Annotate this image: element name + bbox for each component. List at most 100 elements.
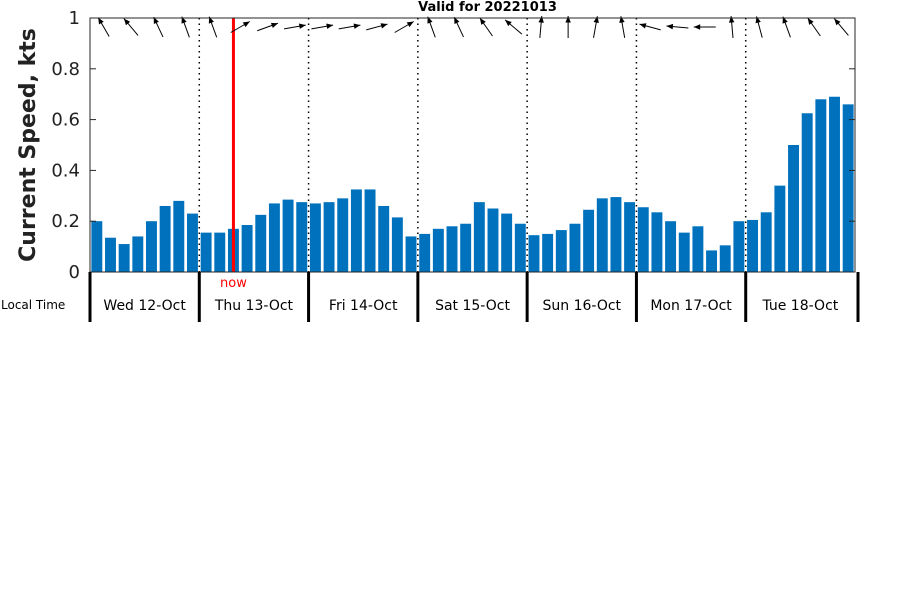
bar-29	[487, 208, 499, 272]
bar-8	[200, 232, 212, 272]
bar-51	[788, 145, 799, 272]
bar-15	[296, 202, 308, 272]
bar-3	[132, 236, 144, 272]
now-marker: now	[220, 18, 247, 291]
direction-arrow-16	[538, 15, 544, 39]
bar-20	[364, 189, 376, 272]
bars	[91, 96, 854, 273]
direction-arrow-26	[807, 17, 821, 37]
day-label-3: Sat 15-Oct	[435, 298, 510, 314]
direction-arrow-1	[123, 18, 139, 36]
direction-arrow-27	[833, 18, 849, 36]
day-label-5: Mon 17-Oct	[650, 298, 732, 314]
direction-arrow-8	[311, 23, 334, 30]
direction-arrow-2	[153, 16, 164, 38]
bar-23	[405, 236, 417, 272]
bar-52	[801, 113, 813, 272]
bar-42	[665, 221, 677, 272]
direction-arrow-0	[97, 17, 110, 37]
bar-4	[146, 221, 157, 272]
day-label-2: Fri 14-Oct	[329, 298, 398, 314]
direction-arrows	[97, 15, 849, 39]
y-tick-label-5: 1	[69, 8, 80, 29]
day-label-4: Sun 16-Oct	[543, 298, 622, 314]
bar-47	[733, 221, 745, 272]
direction-arrow-12	[427, 16, 436, 38]
bar-37	[596, 198, 608, 272]
bar-5	[159, 205, 171, 272]
day-label-1: Thu 13-Oct	[214, 298, 294, 314]
bar-6	[173, 200, 185, 272]
bar-45	[706, 250, 718, 272]
y-tick-label-0: 0	[69, 262, 80, 283]
bar-9	[214, 232, 226, 272]
direction-arrow-15	[504, 19, 523, 35]
bar-30	[501, 213, 513, 272]
bar-17	[323, 202, 335, 272]
direction-arrow-7	[283, 23, 306, 30]
direction-arrow-6	[257, 22, 279, 32]
bar-12	[255, 214, 267, 272]
bar-0	[91, 221, 103, 272]
y-tick-label-4: 0.8	[51, 59, 80, 80]
now-label: now	[220, 276, 247, 291]
plot-area	[89, 17, 856, 273]
local-time-label: Local Time	[1, 298, 65, 312]
bar-21	[378, 205, 390, 272]
bar-26	[446, 226, 458, 272]
direction-arrow-3	[181, 16, 190, 38]
bar-49	[760, 212, 772, 272]
day-separators	[198, 18, 747, 272]
y-tick-label-3: 0.6	[51, 110, 80, 131]
bar-40	[637, 207, 649, 272]
bar-7	[186, 213, 198, 272]
direction-arrow-5	[230, 21, 251, 33]
direction-arrow-11	[394, 21, 414, 33]
direction-arrow-20	[639, 23, 661, 31]
direction-arrow-18	[593, 16, 599, 38]
bar-35	[569, 223, 581, 272]
bar-53	[815, 99, 827, 272]
bar-24	[419, 233, 431, 272]
direction-arrow-10	[366, 23, 388, 31]
bar-46	[719, 245, 731, 272]
bar-36	[583, 209, 595, 272]
bar-14	[282, 199, 294, 272]
direction-arrow-14	[479, 17, 493, 37]
bar-16	[309, 203, 321, 272]
bar-32	[528, 235, 540, 272]
bar-55	[842, 104, 854, 272]
bar-41	[651, 212, 663, 272]
chart-title: Valid for 20221013	[418, 0, 557, 15]
y-tick-label-1: 0.2	[51, 211, 80, 232]
direction-arrow-9	[338, 23, 361, 30]
bar-22	[391, 217, 403, 272]
direction-arrow-19	[619, 16, 626, 38]
bar-25	[432, 228, 444, 272]
bar-38	[610, 197, 622, 272]
bar-11	[241, 225, 253, 272]
bar-27	[460, 223, 472, 272]
bar-13	[268, 203, 280, 272]
direction-arrow-13	[453, 16, 464, 38]
bar-1	[105, 237, 116, 272]
direction-arrow-23	[728, 15, 735, 39]
bar-31	[514, 223, 526, 272]
direction-arrow-17	[565, 16, 571, 38]
bar-48	[747, 219, 759, 272]
direction-arrow-25	[782, 16, 791, 38]
day-axis: Wed 12-Oct Thu 13-Oct Fri 14-Oct Sat 15-Oct…	[88, 272, 860, 322]
y-axis: 0 0.2 0.4 0.6 0.8 1	[51, 8, 855, 283]
direction-arrow-24	[755, 16, 763, 38]
bar-33	[542, 233, 554, 272]
bar-18	[337, 198, 349, 272]
day-label-0: Wed 12-Oct	[103, 298, 186, 314]
bar-19	[350, 189, 362, 272]
bar-50	[774, 185, 786, 272]
bar-39	[624, 202, 636, 272]
bar-44	[692, 226, 704, 272]
direction-arrow-4	[208, 16, 218, 38]
bar-2	[118, 244, 130, 272]
direction-arrow-21	[666, 23, 689, 30]
